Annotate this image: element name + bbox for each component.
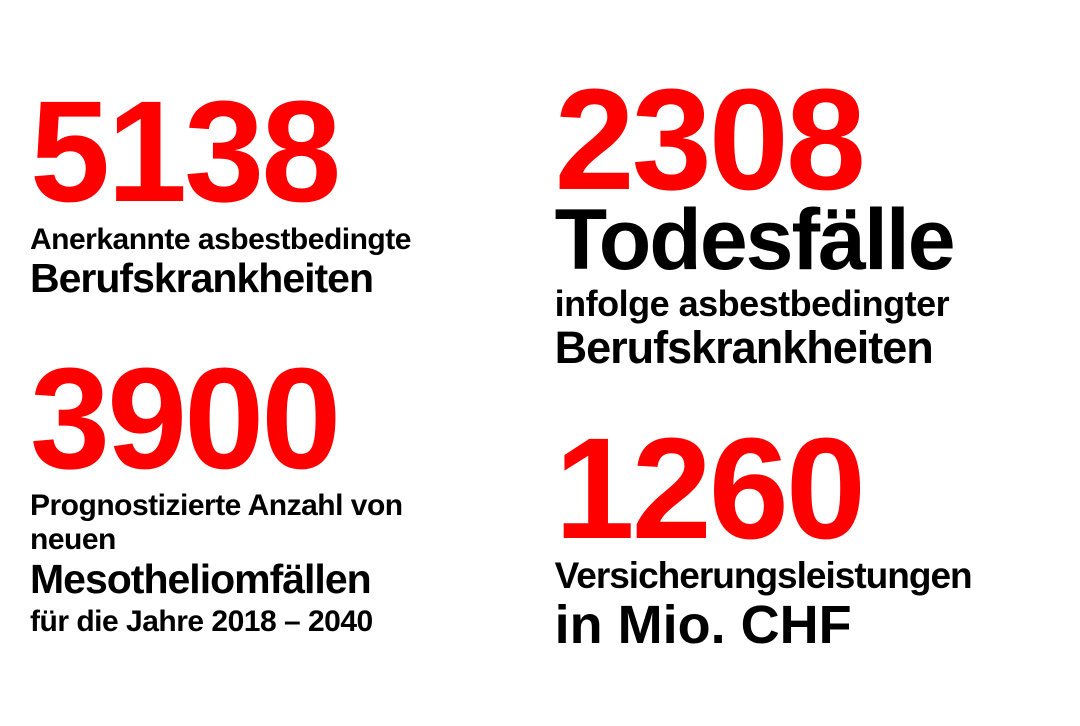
infographic-container: 5138 Anerkannte asbestbedingte Berufskra… — [30, 40, 1050, 686]
stat-label-bold: Versicherungsleistungen — [555, 557, 1050, 596]
stat-block-deaths: 2308 Todesfälle infolge asbestbedingter … — [555, 74, 1050, 371]
stat-label-line: infolge asbestbedingter — [555, 284, 1050, 324]
stat-block-insurance: 1260 Versicherungsleistungen in Mio. CHF — [555, 423, 1050, 652]
stat-number: 3900 — [30, 353, 490, 485]
right-column: 2308 Todesfälle infolge asbestbedingter … — [520, 40, 1050, 686]
stat-label-bold: Berufskrankheiten — [30, 257, 490, 300]
stat-label-bold: Berufskrankheiten — [555, 324, 1050, 371]
stat-block-recognized-diseases: 5138 Anerkannte asbestbedingte Berufskra… — [30, 86, 490, 300]
stat-number: 1260 — [555, 423, 1050, 555]
stat-big-word: Todesfälle — [555, 200, 1050, 282]
stat-label-line: Prognostizierte Anzahl von neuen — [30, 489, 490, 558]
stat-label-bold: Mesotheliomfällen — [30, 558, 490, 601]
stat-label-bold-wide: in Mio. CHF — [555, 598, 1050, 652]
stat-number: 5138 — [30, 86, 490, 218]
stat-label-line: für die Jahre 2018 – 2040 — [30, 605, 490, 640]
stat-label-line: Anerkannte asbestbedingte — [30, 223, 490, 258]
left-column: 5138 Anerkannte asbestbedingte Berufskra… — [30, 40, 520, 686]
stat-block-prognosis: 3900 Prognostizierte Anzahl von neuen Me… — [30, 353, 490, 640]
stat-number: 2308 — [555, 74, 1050, 206]
